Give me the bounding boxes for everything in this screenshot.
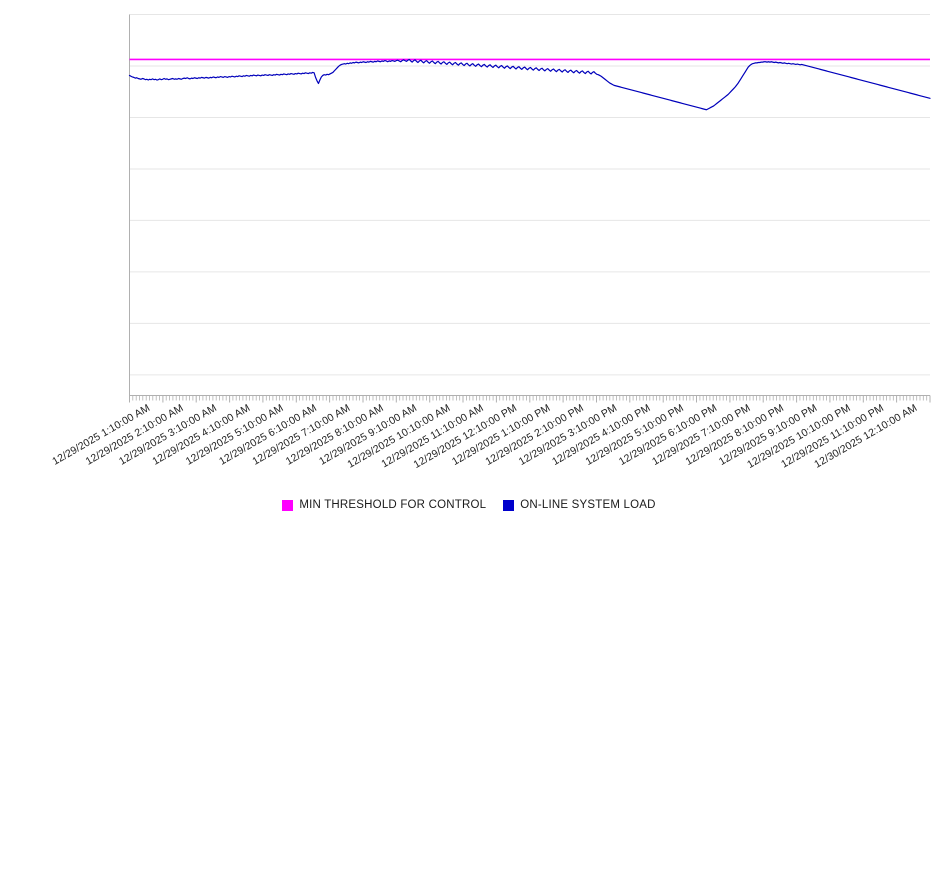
- grid-lines: [129, 14, 930, 376]
- x-axis-minor-ticks: [129, 395, 931, 403]
- legend-entry[interactable]: MIN THRESHOLD FOR CONTROL: [282, 499, 486, 511]
- chart-legend: MIN THRESHOLD FOR CONTROL ON-LINE SYSTEM …: [0, 494, 946, 516]
- axis-lines: [129, 14, 930, 396]
- legend-swatch-icon: [282, 499, 294, 511]
- series-on-line-system-load: [128, 58, 931, 111]
- legend-label: MIN THRESHOLD FOR CONTROL: [299, 499, 487, 511]
- chart-container: 12/29/2025 1:10:00 AM 12/29/2025 2:10:00 …: [0, 14, 946, 516]
- legend-entry[interactable]: ON-LINE SYSTEM LOAD: [503, 499, 655, 511]
- line-chart-plot: [128, 14, 931, 403]
- legend-label: ON-LINE SYSTEM LOAD: [520, 499, 656, 511]
- x-axis-labels: 12/29/2025 1:10:00 AM 12/29/2025 2:10:00 …: [0, 398, 946, 494]
- legend-swatch-icon: [503, 499, 515, 511]
